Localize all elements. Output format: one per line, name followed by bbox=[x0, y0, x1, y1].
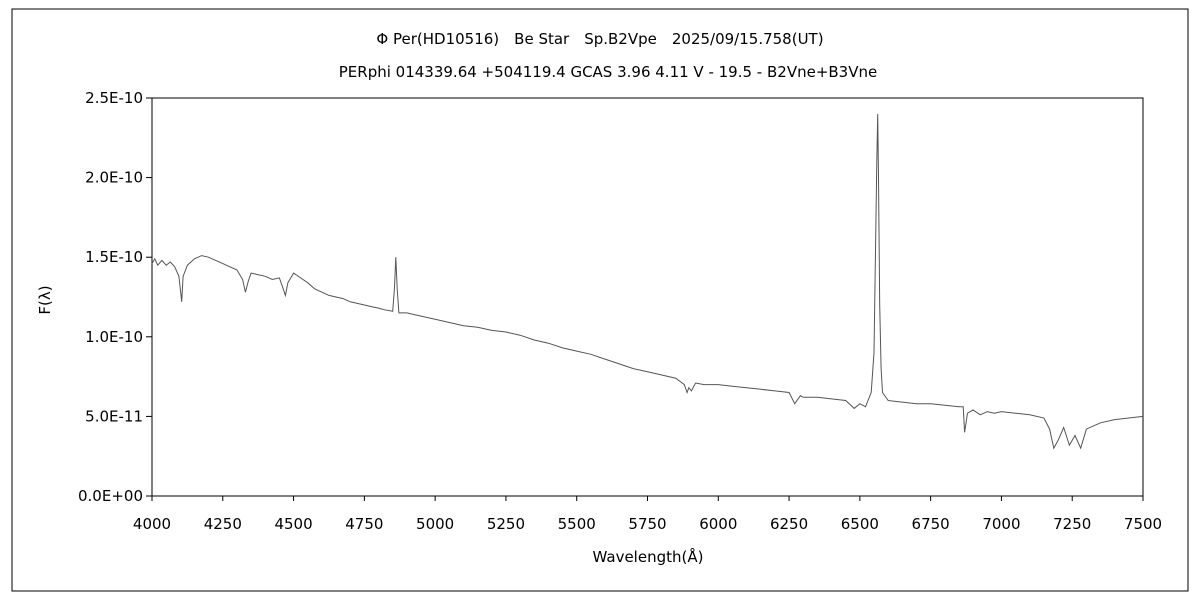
x-tick-label: 5000 bbox=[416, 515, 454, 533]
y-tick-label: 5.0E-11 bbox=[85, 407, 143, 425]
outer-frame bbox=[11, 8, 1189, 592]
x-tick-label: 4750 bbox=[345, 515, 383, 533]
chart-subtitle: PERphi 014339.64 +504119.4 GCAS 3.96 4.1… bbox=[339, 63, 877, 81]
x-tick-label: 6250 bbox=[770, 515, 808, 533]
x-tick-label: 5500 bbox=[558, 515, 596, 533]
x-tick-label: 4500 bbox=[274, 515, 312, 533]
x-axis: 4000 4250 4500 4750 5000 5250 5500 5750 6000 6250… bbox=[133, 496, 1162, 533]
x-tick-label: 7250 bbox=[1053, 515, 1091, 533]
x-tick-label: 4000 bbox=[133, 515, 171, 533]
y-tick-label: 2.5E-10 bbox=[85, 89, 143, 107]
y-axis-label: F(λ) bbox=[36, 285, 54, 314]
x-axis-label: Wavelength(Å) bbox=[593, 547, 704, 566]
x-tick-label: 6750 bbox=[912, 515, 950, 533]
x-tick-label: 4250 bbox=[204, 515, 242, 533]
spectrum-series-line bbox=[151, 113, 1144, 450]
y-tick-label: 0.0E+00 bbox=[78, 487, 143, 505]
x-tick-label: 7000 bbox=[982, 515, 1020, 533]
y-tick-label: 1.0E-10 bbox=[85, 328, 143, 346]
y-tick-label: 1.5E-10 bbox=[85, 248, 143, 266]
y-tick-label: 2.0E-10 bbox=[85, 169, 143, 187]
x-tick-label: 6000 bbox=[699, 515, 737, 533]
chart-title: Φ Per(HD10516) Be Star Sp.B2Vpe 2025/09/… bbox=[376, 30, 823, 48]
x-tick-label: 7500 bbox=[1124, 515, 1162, 533]
y-axis: 0.0E+00 5.0E-11 1.0E-10 1.5E-10 2.0E-10 2.5E-… bbox=[78, 89, 152, 505]
x-tick-label: 5250 bbox=[487, 515, 525, 533]
x-tick-label: 6500 bbox=[841, 515, 879, 533]
x-tick-label: 5750 bbox=[628, 515, 666, 533]
